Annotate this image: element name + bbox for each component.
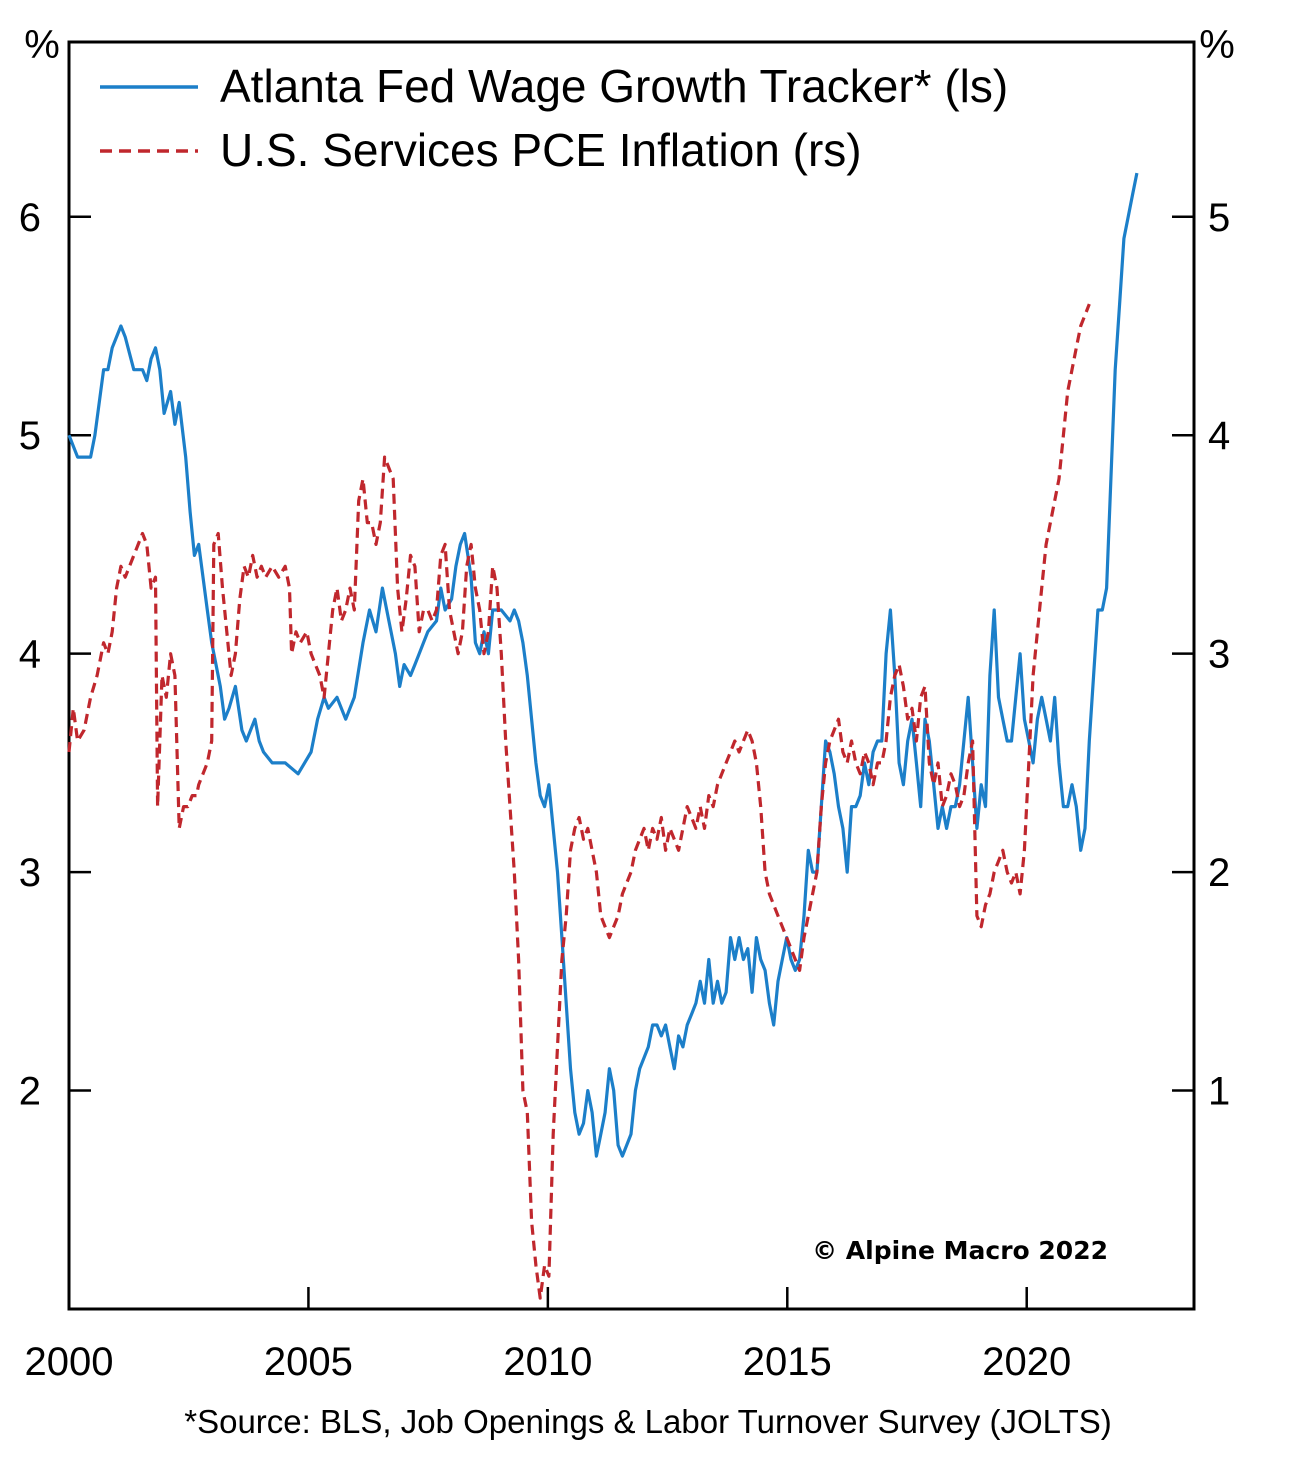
plot-frame (67, 40, 1196, 1311)
left-tick-label: 5 (19, 414, 41, 458)
legend-label-pce: U.S. Services PCE Inflation (rs) (220, 124, 862, 176)
left-axis-ticks: 2 3 4 5 6 (19, 196, 91, 1114)
left-tick-label: 6 (19, 196, 41, 240)
right-tick-label: 4 (1208, 414, 1230, 458)
x-tick-label: 2005 (264, 1340, 353, 1384)
right-axis-unit-label: % (1199, 23, 1235, 67)
right-tick-label: 5 (1208, 196, 1230, 240)
series-line-services-pce (67, 303, 1091, 1300)
x-tick-label: 2020 (982, 1340, 1071, 1384)
right-tick-label: 3 (1208, 633, 1230, 677)
left-axis-unit-label: % (24, 23, 60, 67)
right-tick-label: 1 (1208, 1070, 1230, 1114)
left-tick-label: 3 (19, 851, 41, 895)
copyright-annotation: © Alpine Macro 2022 (812, 1236, 1108, 1265)
right-axis-ticks: 1 2 3 4 5 (1172, 196, 1230, 1114)
source-footnote: *Source: BLS, Job Openings & Labor Turno… (184, 1403, 1112, 1440)
x-tick-label: 2010 (503, 1340, 592, 1384)
x-tick-label: 2015 (743, 1340, 832, 1384)
series-line-wage-growth (67, 172, 1139, 1158)
right-tick-label: 2 (1208, 851, 1230, 895)
x-axis-ticks: 2000 2005 2010 2015 2020 (25, 1287, 1071, 1384)
left-tick-label: 4 (19, 633, 41, 677)
x-tick-label: 2000 (25, 1340, 114, 1384)
series-layer (67, 172, 1139, 1300)
left-tick-label: 2 (19, 1070, 41, 1114)
legend-label-wage: Atlanta Fed Wage Growth Tracker* (ls) (220, 60, 1008, 112)
legend: Atlanta Fed Wage Growth Tracker* (ls) U.… (100, 60, 1008, 176)
